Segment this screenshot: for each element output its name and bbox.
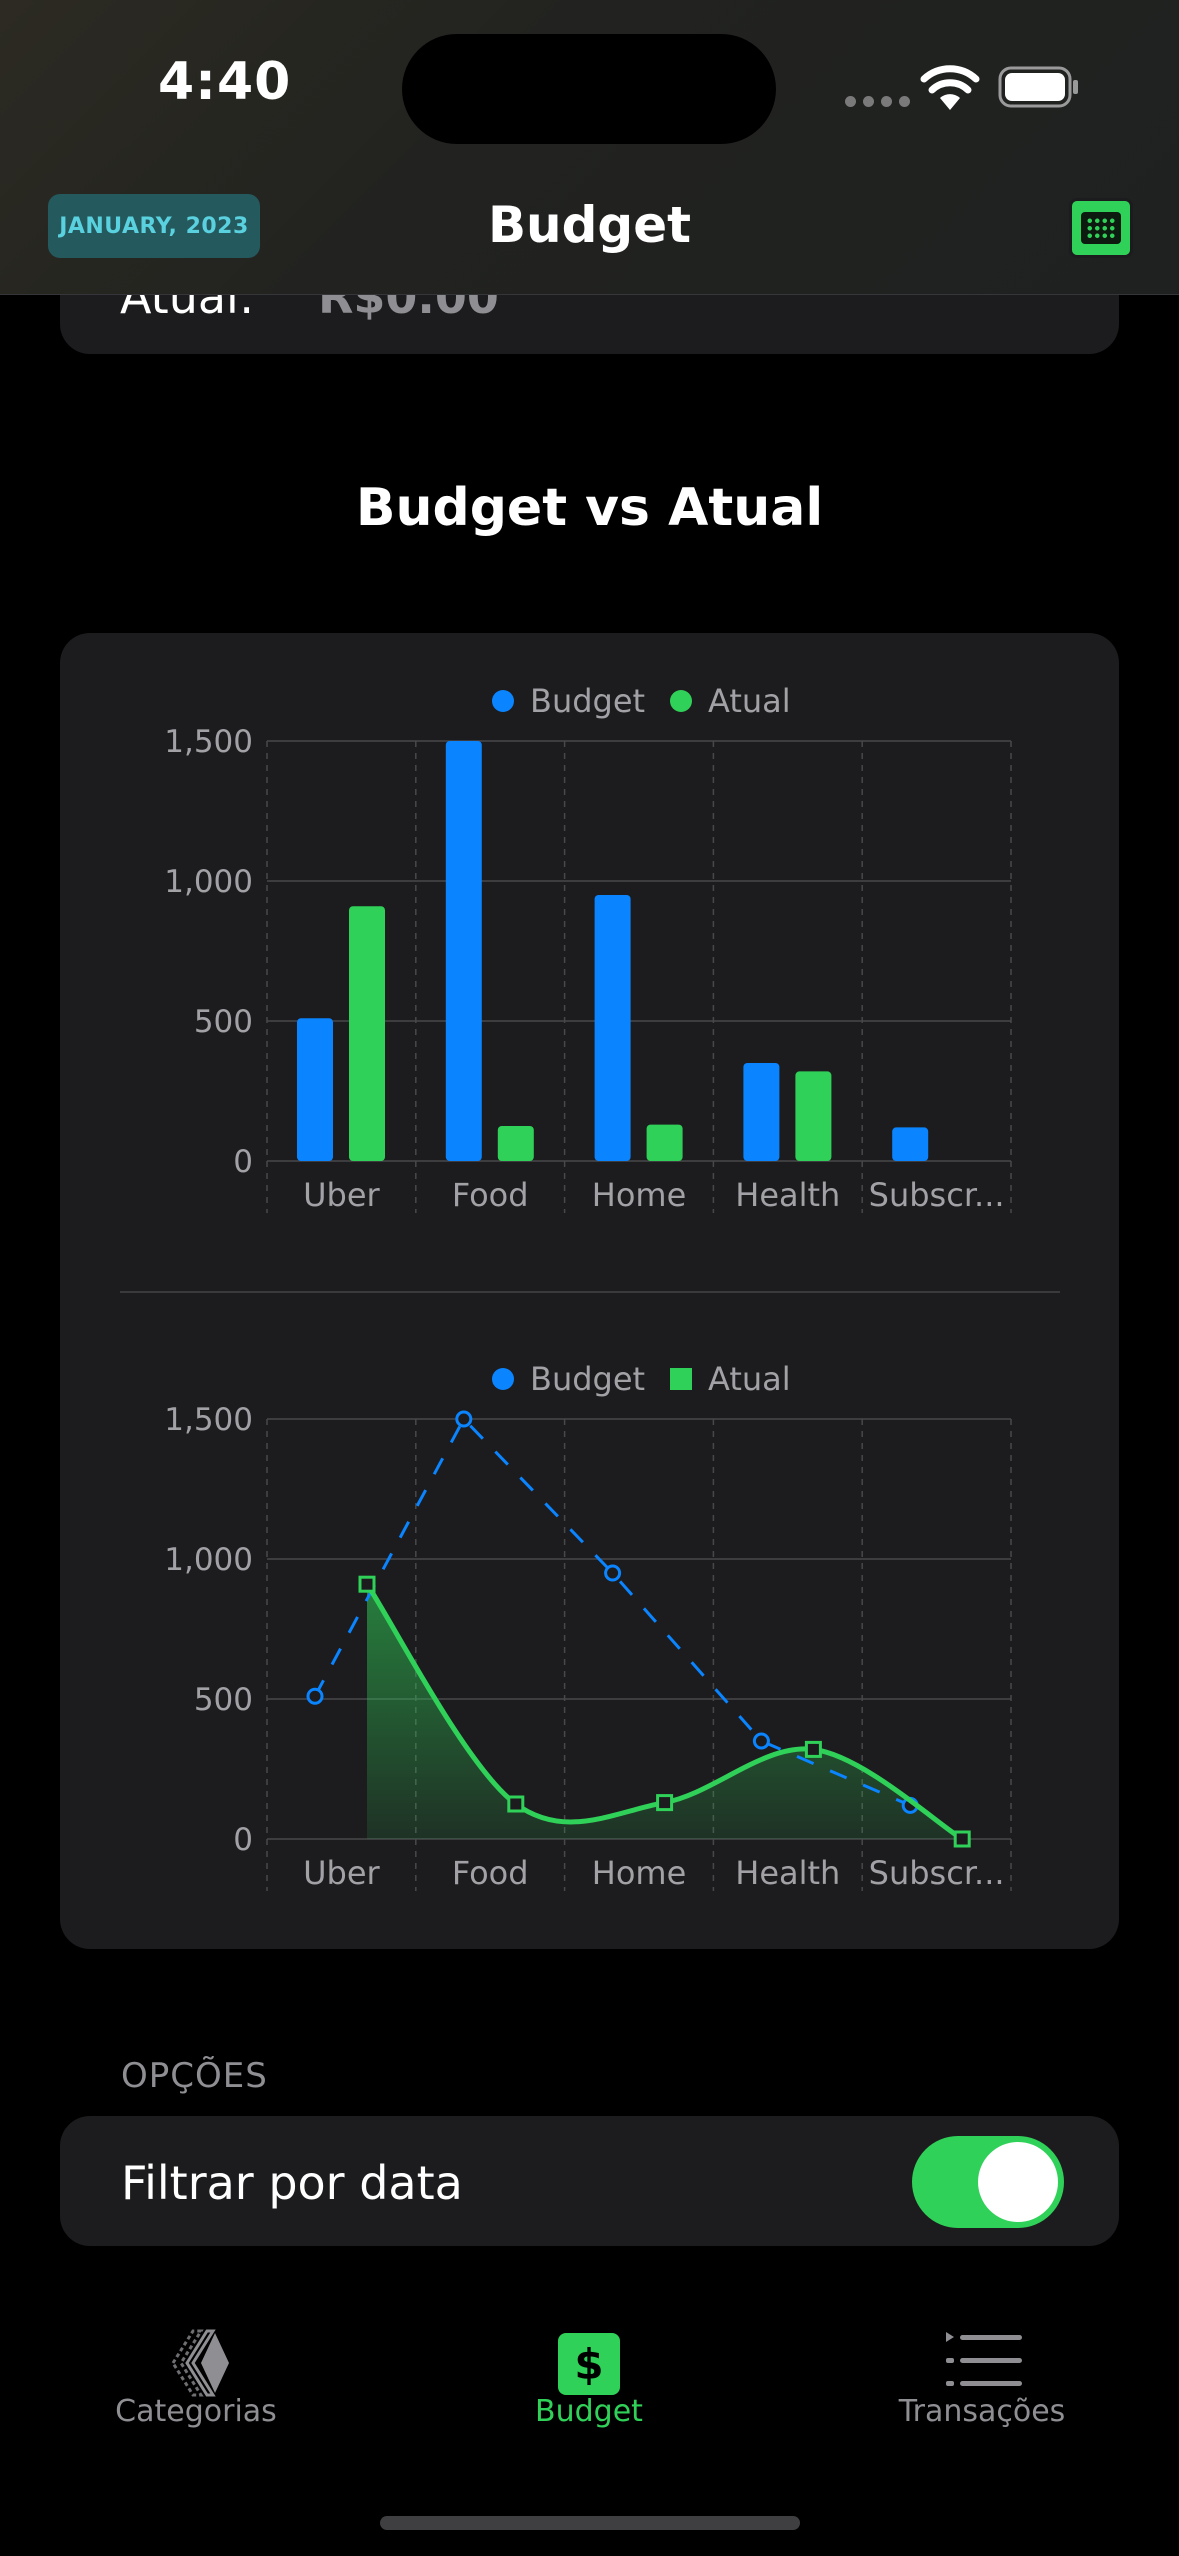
filter-by-date-toggle[interactable] <box>912 2136 1064 2228</box>
x-tick-label: Health <box>735 1854 840 1892</box>
legend-atual-label: Atual <box>708 1360 791 1398</box>
y-tick-label: 500 <box>194 1004 253 1040</box>
y-tick-label: 1,000 <box>164 864 253 900</box>
categories-icon <box>171 2329 229 2397</box>
cellular-signal-icon <box>845 96 910 107</box>
x-tick-label: Subscr... <box>869 1176 1005 1214</box>
point-atual-1 <box>507 1795 525 1813</box>
bar-budget-2 <box>594 895 631 1161</box>
point-atual-2 <box>656 1794 674 1812</box>
legend-budget-marker <box>492 1368 514 1390</box>
tab-transacoes[interactable]: Transações <box>832 2278 1132 2429</box>
tab-budget-label: Budget <box>535 2394 643 2429</box>
point-budget-1 <box>455 1410 473 1428</box>
bar-atual-1 <box>497 1126 534 1161</box>
tab-bar: Categorias $ Budget Transações <box>0 2278 1179 2556</box>
x-tick-label: Food <box>452 1854 529 1892</box>
tab-transacoes-label: Transações <box>898 2394 1066 2429</box>
y-tick-label: 0 <box>233 1144 253 1180</box>
battery-icon <box>998 66 1078 108</box>
list-icon <box>946 2332 1022 2386</box>
point-budget-0 <box>306 1687 324 1705</box>
tab-budget[interactable]: $ Budget <box>439 2278 739 2429</box>
point-budget-3 <box>752 1732 770 1750</box>
wifi-icon <box>920 65 980 110</box>
page-title: Budget <box>487 196 692 254</box>
home-indicator <box>380 2516 800 2530</box>
y-tick-label: 0 <box>233 1822 253 1858</box>
tab-categorias-label: Categorias <box>115 2394 277 2429</box>
area-atual <box>367 1584 963 1839</box>
options-section-header: OPÇÕES <box>121 2056 268 2096</box>
filter-by-date-row: Filtrar por data <box>60 2116 1119 2246</box>
legend-atual-marker <box>670 690 692 712</box>
month-picker-button[interactable]: JANUARY, 2023 <box>48 194 260 258</box>
chart-card: 0 500 1,000 1,500 Uber Food Home Health Subscr..… <box>60 633 1119 1949</box>
filter-by-date-label: Filtrar por data <box>121 2156 463 2210</box>
bar-budget-1 <box>445 741 482 1161</box>
point-atual-0 <box>358 1575 376 1593</box>
calendar-button[interactable] <box>1069 198 1133 258</box>
x-tick-label: Health <box>735 1176 840 1214</box>
bar-budget-3 <box>743 1063 780 1161</box>
x-tick-label: Home <box>592 1176 687 1214</box>
x-tick-label: Home <box>592 1854 687 1892</box>
x-tick-label: Uber <box>303 1176 380 1214</box>
legend-budget-marker <box>492 690 514 712</box>
x-tick-label: Food <box>452 1176 529 1214</box>
chart-section-title: Budget vs Atual <box>355 478 824 538</box>
legend-budget-label: Budget <box>530 1360 645 1398</box>
point-atual-4 <box>953 1830 971 1848</box>
bar-atual-0 <box>349 906 385 1161</box>
chart-divider <box>120 1291 1060 1293</box>
bar-atual-3 <box>795 1071 832 1161</box>
line-budget <box>313 1416 911 1807</box>
point-atual-3 <box>804 1740 822 1758</box>
bar-budget-4 <box>892 1127 929 1161</box>
navigation-header: 4:40 JANUARY, 2023 Budget <box>0 0 1179 295</box>
bar-atual-2 <box>646 1124 683 1161</box>
y-tick-label: 1,000 <box>164 1542 253 1578</box>
y-tick-label: 500 <box>194 1682 253 1718</box>
legend-budget-label: Budget <box>530 682 645 720</box>
legend-atual-marker <box>670 1368 692 1390</box>
x-tick-label: Uber <box>303 1854 380 1892</box>
bar-budget-0 <box>297 1018 333 1161</box>
status-time: 4:40 <box>158 52 292 112</box>
point-budget-2 <box>604 1564 622 1582</box>
dollar-icon: $ <box>558 2333 620 2395</box>
y-tick-label: 1,500 <box>164 724 253 760</box>
charts-canvas: 0 500 1,000 1,500 Uber Food Home Health Subscr..… <box>164 682 1012 1892</box>
y-tick-label: 1,500 <box>164 1402 253 1438</box>
legend-atual-label: Atual <box>708 682 791 720</box>
tab-categorias[interactable]: Categorias <box>46 2278 346 2429</box>
dynamic-island <box>402 34 776 144</box>
x-tick-label: Subscr... <box>869 1854 1005 1892</box>
